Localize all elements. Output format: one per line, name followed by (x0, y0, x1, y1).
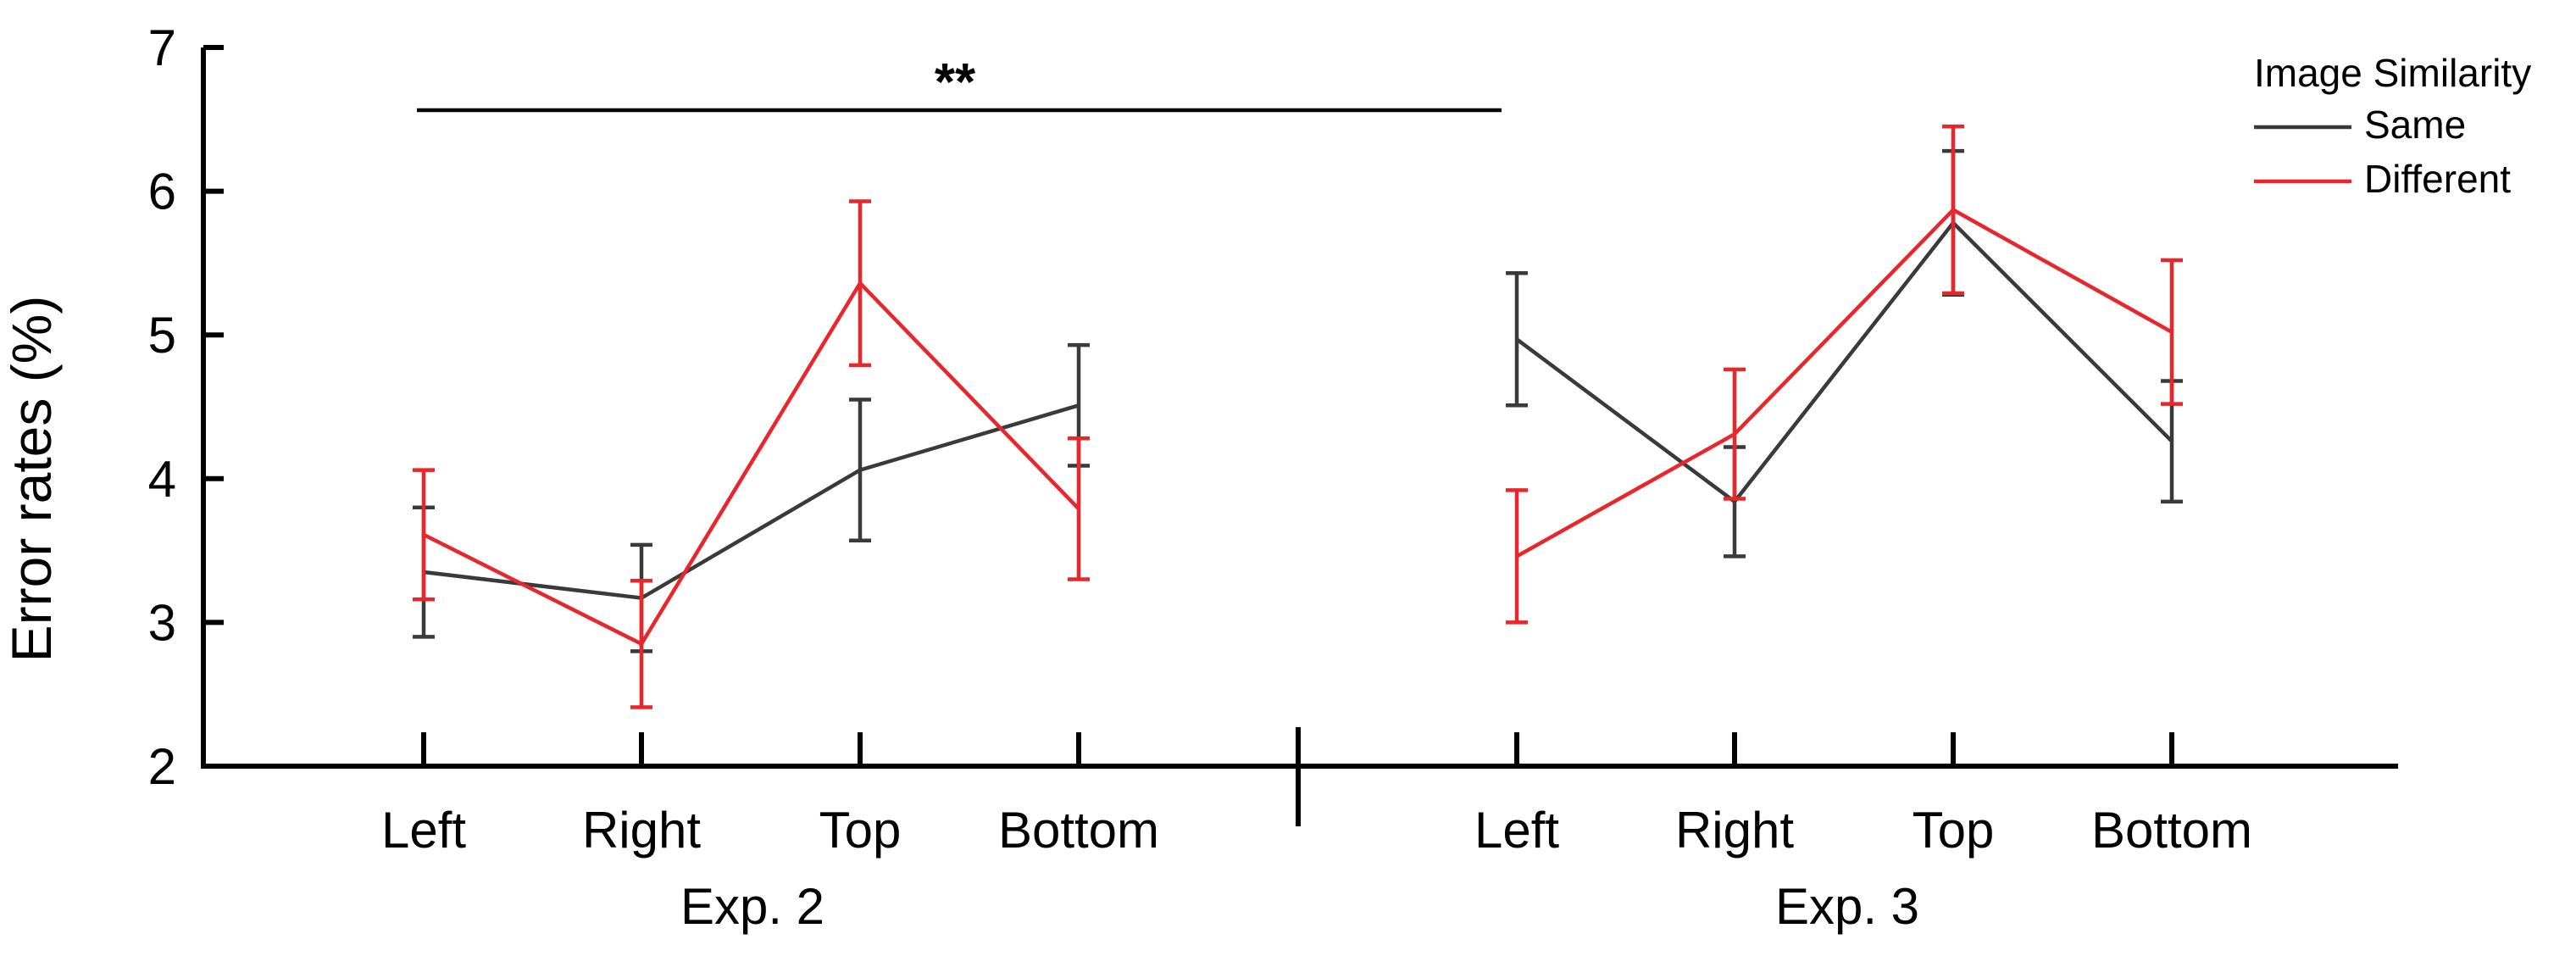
y-tick-label: 7 (148, 19, 176, 76)
series-layer (413, 125, 2183, 709)
legend-title: Image Similarity (2254, 51, 2531, 95)
x-tick-label: Top (1913, 802, 1995, 859)
y-tick-label: 5 (148, 307, 176, 364)
y-tick-label: 3 (148, 594, 176, 651)
legend-label-different: Different (2364, 157, 2511, 201)
significance-marker: ** (935, 53, 976, 112)
legend-label-same: Same (2364, 103, 2466, 147)
x-tick-label: Top (819, 802, 902, 859)
y-tick-label: 6 (148, 164, 176, 220)
series-line-different (422, 280, 1080, 647)
x-tick-label: Left (1474, 802, 1559, 859)
series-line-same (423, 403, 1080, 600)
y-axis-label: Error rates (%) (0, 296, 63, 663)
series-line-same (1515, 220, 2174, 505)
axes: 2 3 4 5 6 7 Left Right Top Bottom Left Right Top Bott… (148, 19, 2398, 859)
y-tick-label: 4 (148, 451, 176, 508)
x-tick-label: Right (1675, 802, 1794, 859)
series-line-different (1515, 207, 2174, 559)
x-tick-label: Bottom (2091, 802, 2252, 859)
group-label-exp3: Exp. 3 (1775, 878, 1919, 935)
labels: Error rates (%) Exp. 2 Exp. 3 ** Image S… (0, 51, 2531, 935)
x-tick-label: Right (582, 802, 701, 859)
y-tick-label: 2 (148, 738, 176, 795)
group-label-exp2: Exp. 2 (680, 878, 824, 935)
x-tick-label: Left (381, 802, 466, 859)
x-tick-label: Bottom (998, 802, 1159, 859)
